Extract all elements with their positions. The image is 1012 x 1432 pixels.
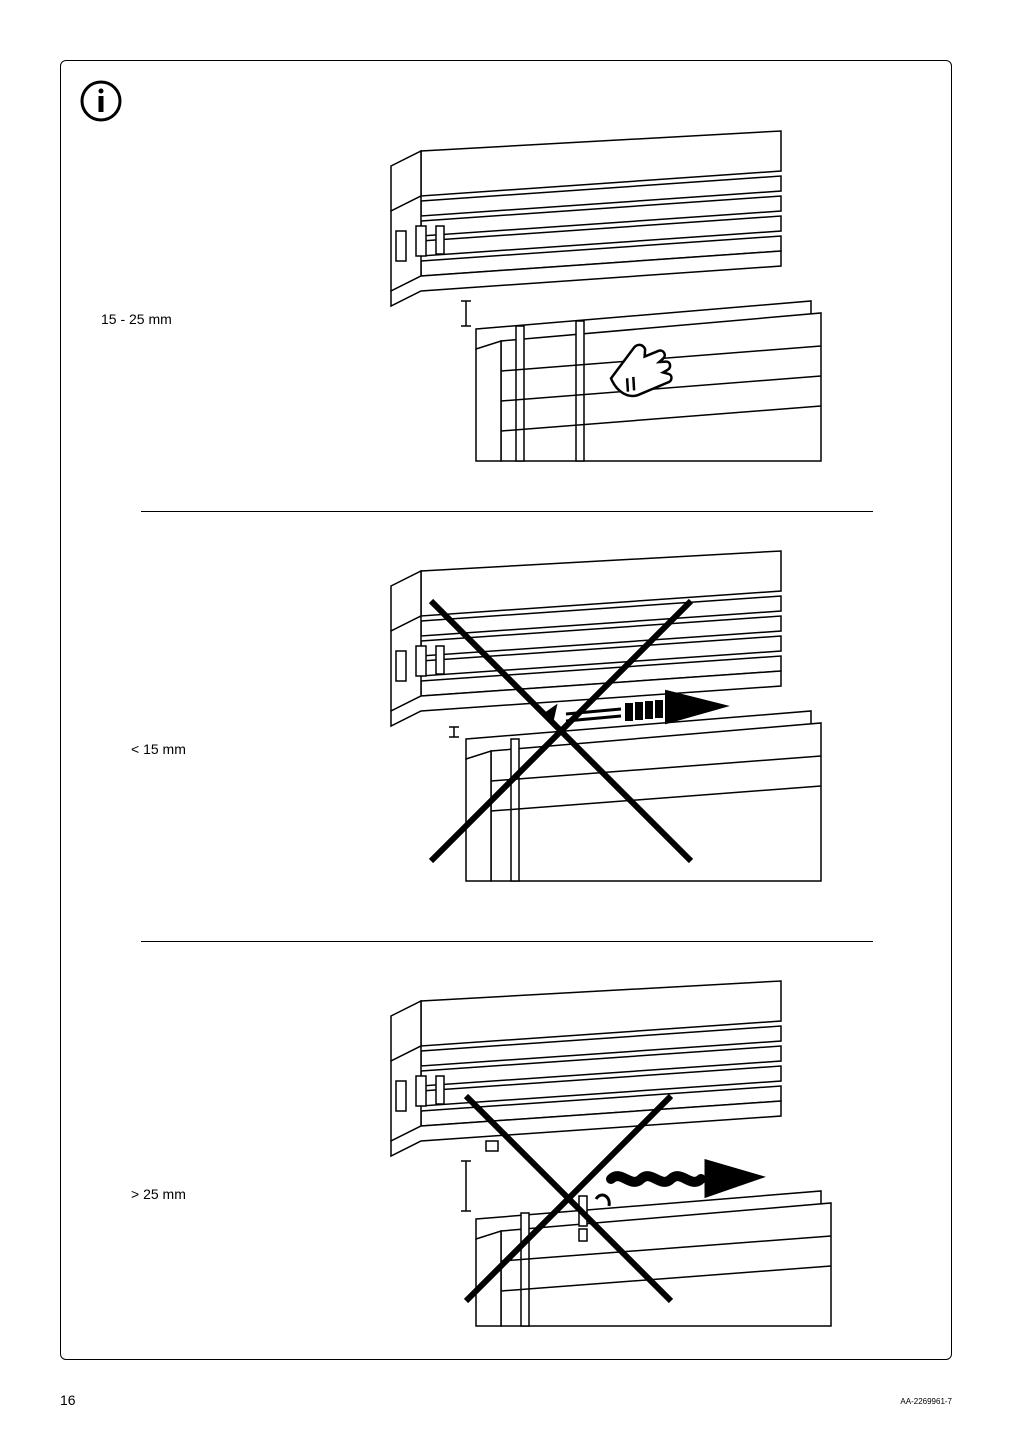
panel-too-large: > 25 mm xyxy=(61,961,951,1341)
gap-label-small: < 15 mm xyxy=(131,741,186,757)
diagram-too-small xyxy=(321,531,881,891)
diagram-correct xyxy=(321,111,881,471)
gap-label-correct: 15 - 25 mm xyxy=(101,311,172,327)
divider xyxy=(141,941,873,942)
page-number: 16 xyxy=(60,1392,76,1408)
panel-too-small: < 15 mm xyxy=(61,531,951,911)
divider xyxy=(141,511,873,512)
panel-correct: 15 - 25 mm xyxy=(61,101,951,481)
diagram-too-large xyxy=(321,961,881,1331)
gap-label-large: > 25 mm xyxy=(131,1186,186,1202)
instruction-page: 15 - 25 mm xyxy=(60,60,952,1360)
document-id: AA-2269961-7 xyxy=(900,1397,952,1406)
